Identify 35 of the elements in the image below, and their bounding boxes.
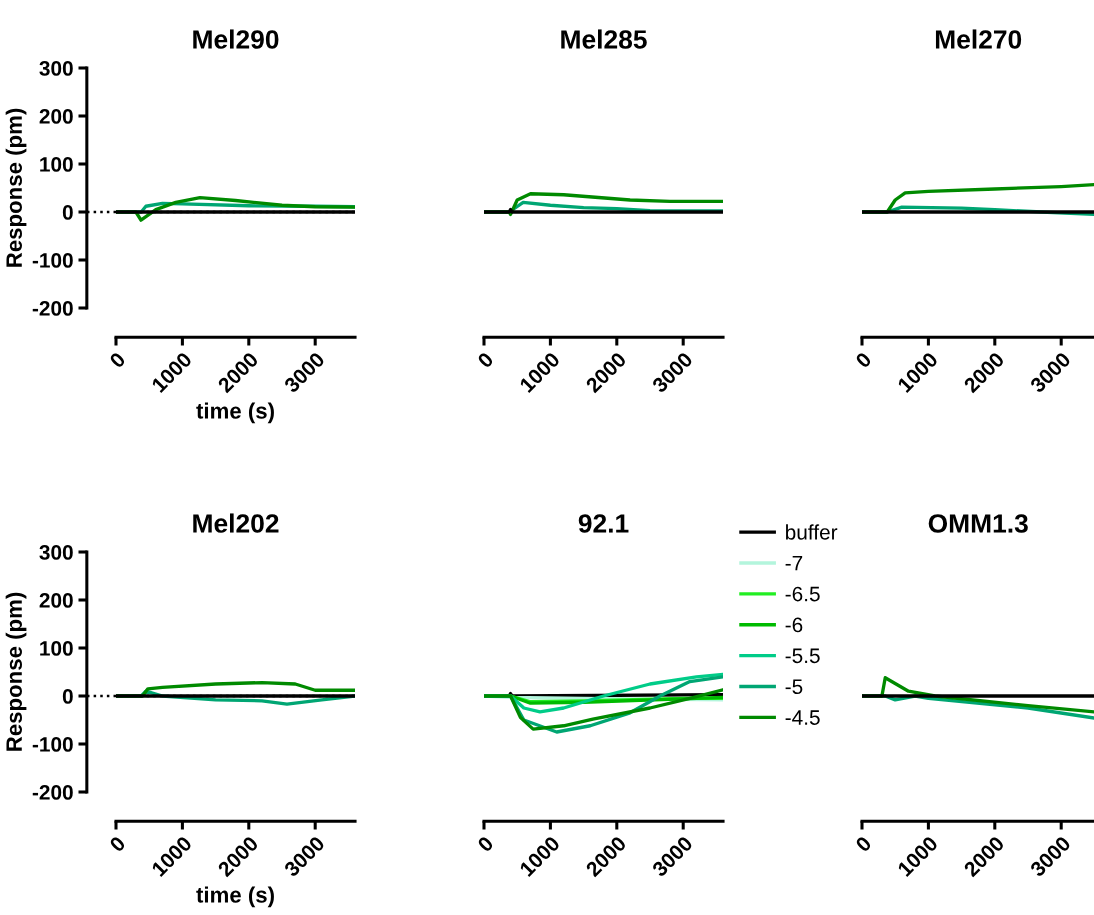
- chart-title: Mel290: [193, 29, 279, 49]
- legend-label: buffer: [786, 524, 838, 540]
- x-tick-label: 0: [108, 835, 127, 853]
- x-tick-label: 0: [476, 351, 495, 369]
- legend-label: -6.5: [785, 586, 820, 602]
- y-tick-label: 100: [40, 157, 73, 172]
- y-tick-label: -200: [32, 301, 73, 316]
- y-tick-label: 0: [62, 689, 73, 704]
- x-tick-label: 0: [108, 351, 127, 369]
- legend-label: -5: [785, 679, 803, 695]
- x-tick-label: 0: [854, 351, 873, 369]
- y-tick-label: 200: [39, 109, 73, 124]
- chart-title: Mel270: [935, 29, 1022, 49]
- y-tick-label: -100: [32, 253, 73, 268]
- y-tick-label: 300: [39, 545, 73, 560]
- y-tick-label: -200: [32, 785, 73, 800]
- x-tick-label: 0: [476, 835, 495, 853]
- y-tick-label: 100: [40, 641, 73, 656]
- chart-title: OMM1.3: [928, 514, 1028, 533]
- y-axis-title: Response (pm): [5, 108, 27, 267]
- y-tick-label: 0: [62, 205, 73, 220]
- chart-title: Mel202: [193, 513, 279, 533]
- x-axis-title: time (s): [196, 886, 274, 908]
- legend-label: -6: [785, 617, 803, 633]
- legend-label: -5.5: [785, 648, 820, 664]
- y-tick-label: 300: [39, 61, 73, 76]
- y-axis-title: Response (pm): [5, 592, 27, 751]
- y-tick-label: -100: [32, 737, 73, 752]
- legend-label: -4.5: [785, 710, 820, 725]
- chart-title: 92.1: [578, 514, 629, 533]
- x-tick-label: 0: [854, 835, 873, 853]
- chart-title: Mel285: [561, 29, 647, 49]
- legend-label: -7: [785, 555, 803, 571]
- x-axis-title: time (s): [196, 402, 274, 424]
- y-tick-label: 200: [39, 593, 73, 608]
